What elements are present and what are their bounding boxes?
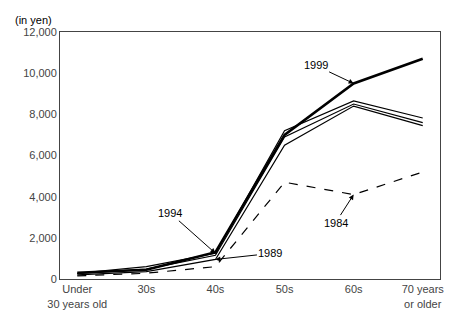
svg-text:50s: 50s	[276, 283, 294, 295]
svg-text:4,000: 4,000	[29, 191, 57, 203]
svg-text:30s: 30s	[137, 283, 155, 295]
svg-text:2,000: 2,000	[29, 232, 57, 244]
svg-text:1989: 1989	[258, 247, 282, 259]
svg-text:40s: 40s	[207, 283, 225, 295]
svg-text:Under30 years old: Under30 years old	[47, 283, 107, 309]
svg-text:60s: 60s	[345, 283, 363, 295]
svg-text:1984: 1984	[324, 217, 348, 229]
svg-text:8,000: 8,000	[29, 108, 57, 120]
svg-text:10,000: 10,000	[23, 67, 57, 79]
svg-text:1999: 1999	[304, 59, 328, 71]
svg-text:1994: 1994	[158, 207, 182, 219]
svg-text:6,000: 6,000	[29, 149, 57, 161]
svg-text:0: 0	[51, 273, 57, 285]
svg-text:70 yearsor older: 70 yearsor older	[402, 283, 445, 309]
svg-text:(in yen): (in yen)	[15, 14, 52, 26]
svg-text:12,000: 12,000	[23, 26, 57, 38]
